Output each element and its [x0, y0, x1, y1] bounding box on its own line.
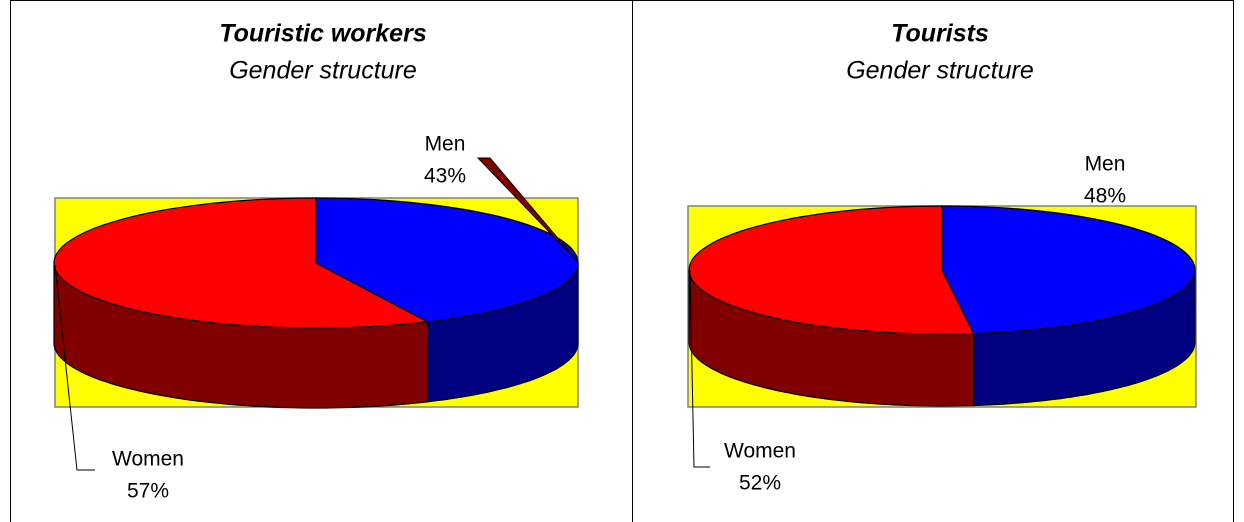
slice-value-label: 43%: [424, 165, 466, 188]
chart-subtitle: Gender structure: [846, 57, 1034, 85]
slice-value-label: 52%: [739, 472, 781, 495]
chart-title: Touristic workers: [219, 20, 427, 48]
slice-value-label: 48%: [1084, 185, 1126, 208]
slice-value-label: 57%: [127, 480, 169, 503]
leader-line: [54, 264, 95, 471]
pie-slice: [315, 197, 579, 323]
slice-label: Women: [724, 440, 796, 463]
leader-line: [476, 157, 579, 263]
pie-slice: [53, 197, 430, 329]
pie-slice: [941, 205, 1196, 335]
chart-subtitle: Gender structure: [229, 57, 417, 85]
pie-slice: [688, 205, 975, 335]
leader-line: [689, 269, 710, 468]
chart-title: Tourists: [891, 20, 989, 48]
slice-label: Men: [425, 133, 466, 156]
slice-label: Men: [1085, 153, 1126, 176]
frame: [10, 0, 1234, 522]
slice-label: Women: [112, 448, 184, 471]
